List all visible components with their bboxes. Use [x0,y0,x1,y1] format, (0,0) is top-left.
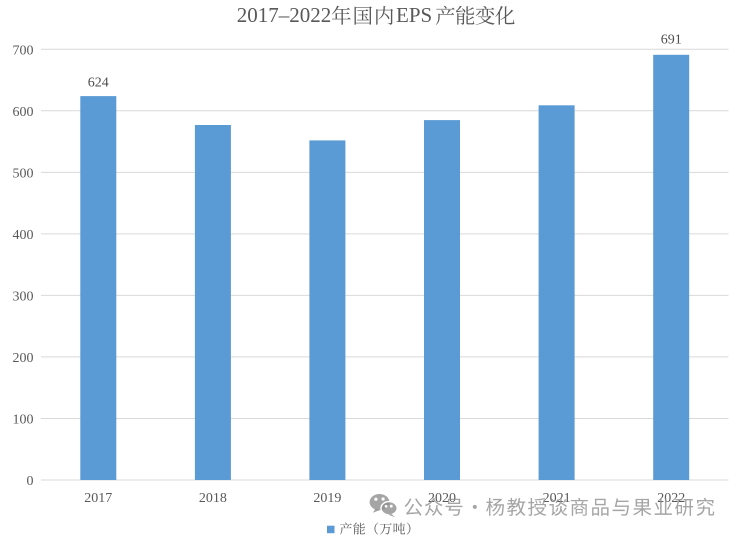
svg-text:EPS: EPS [396,3,432,27]
svg-text:624: 624 [88,75,109,90]
svg-text:2017–2022: 2017–2022 [237,3,331,27]
svg-text:400: 400 [13,228,34,243]
svg-text:300: 300 [13,290,34,305]
svg-text:0: 0 [27,474,34,489]
svg-text:500: 500 [13,167,34,182]
svg-text:691: 691 [661,33,682,48]
svg-text:2018: 2018 [199,491,227,506]
svg-text:2019: 2019 [313,491,341,506]
svg-text:600: 600 [13,105,34,120]
svg-text:200: 200 [13,351,34,366]
svg-text:2021: 2021 [543,491,571,506]
svg-text:700: 700 [13,44,34,59]
svg-text:2017: 2017 [84,491,112,506]
svg-text:100: 100 [13,413,34,428]
